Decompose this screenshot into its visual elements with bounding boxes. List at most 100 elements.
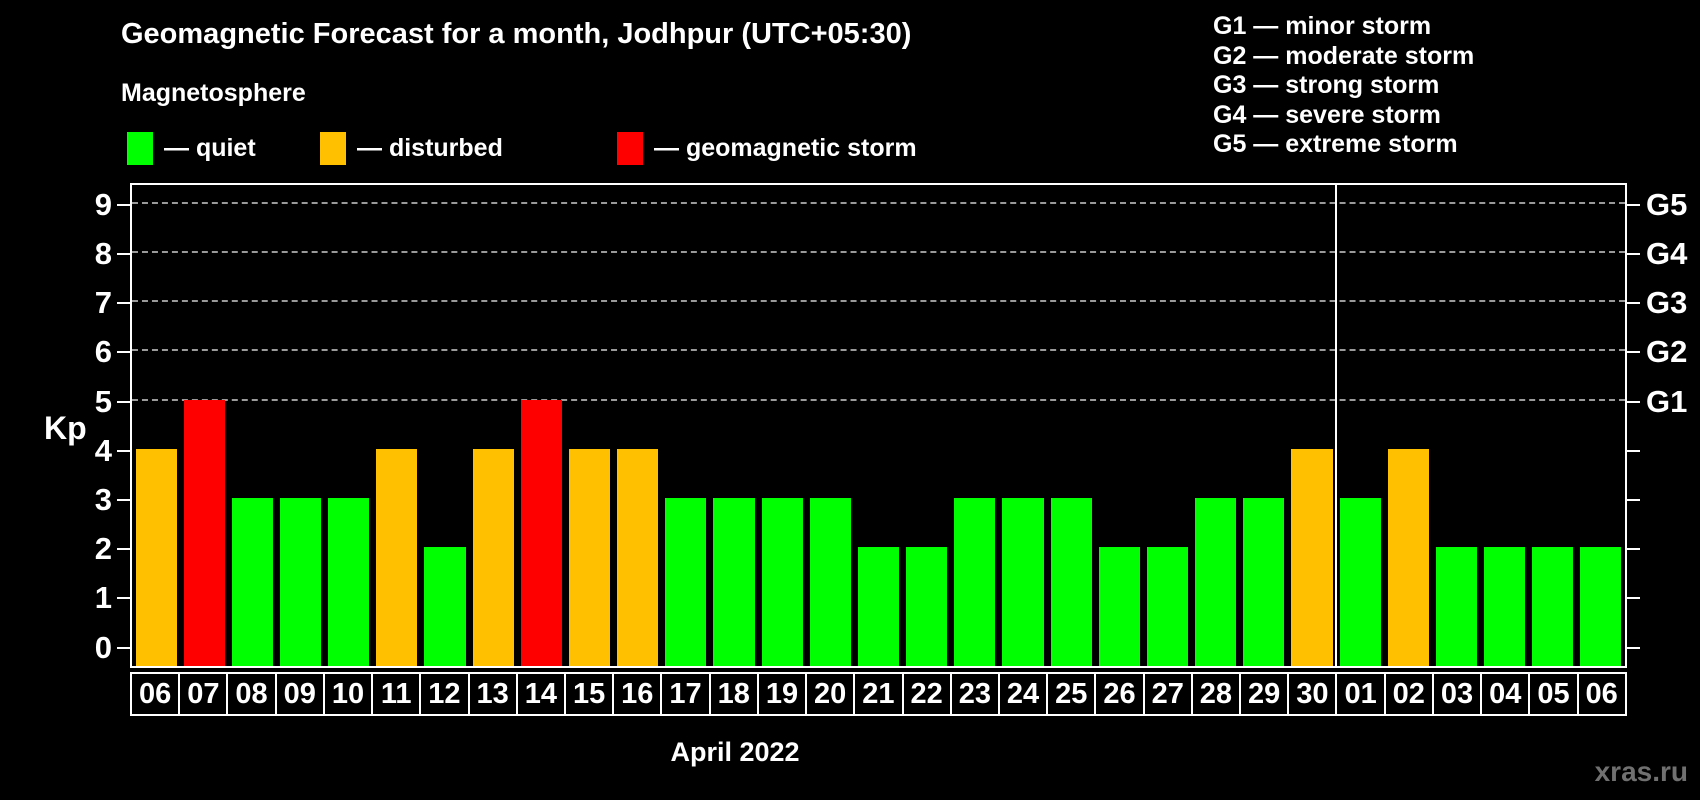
kp-bar-day-05-29 [1532, 547, 1574, 666]
right-tick-2 [1627, 548, 1640, 551]
x-day-cell-15-9: 15 [563, 672, 615, 716]
y-tick-label-1: 1 [94, 580, 112, 616]
right-tick-3 [1627, 499, 1640, 501]
kp-bar-day-10-4 [328, 498, 370, 666]
g-scale-legend: G1 — minor storm G2 — moderate storm G3 … [1213, 12, 1474, 160]
y-tick-label-7: 7 [94, 285, 112, 321]
kp-bar-day-24-18 [1002, 498, 1044, 666]
right-tick-7 [1627, 302, 1640, 305]
left-tick-6 [117, 351, 130, 354]
x-day-cell-28-22: 28 [1190, 672, 1242, 716]
g-legend-line-g3: G3 — strong storm [1213, 71, 1440, 99]
kp-bar-day-16-10 [617, 448, 659, 666]
y-tick-label-4: 4 [94, 432, 112, 468]
kp-bar-day-29-23 [1243, 498, 1285, 666]
x-day-cell-17-11: 17 [660, 672, 711, 716]
kp-bar-day-06-30 [1580, 547, 1622, 666]
kp-bar-day-26-20 [1098, 547, 1140, 666]
gridline-kp-8 [132, 251, 1625, 253]
kp-bar-day-23-17 [954, 498, 996, 666]
disturbed-color-swatch [320, 131, 346, 165]
gridline-kp-7 [132, 300, 1625, 303]
x-day-cell-04-28: 04 [1480, 672, 1531, 716]
x-day-cell-19-13: 19 [756, 672, 808, 716]
right-axis-g-labels: G1 G2 G3 G4 G5 [1646, 185, 1700, 666]
x-day-cell-11-5: 11 [371, 672, 422, 716]
left-tick-3 [117, 499, 130, 501]
x-day-cell-20-14: 20 [805, 672, 856, 716]
x-day-cell-08-2: 08 [226, 672, 277, 716]
kp-bar-day-28-22 [1195, 498, 1237, 666]
x-day-cell-14-8: 14 [515, 672, 566, 716]
y-tick-label-3: 3 [94, 482, 112, 517]
g-scale-label-g2: G2 [1646, 334, 1688, 370]
x-day-cell-23-17: 23 [949, 672, 1000, 716]
g-scale-label-g3: G3 [1646, 285, 1688, 321]
gridline-kp-6 [132, 349, 1625, 352]
y-tick-label-6: 6 [94, 334, 112, 370]
x-day-cell-05-29: 05 [1528, 672, 1579, 716]
right-axis-ticks [1627, 185, 1640, 666]
month-separator-line [1335, 185, 1338, 666]
y-tick-label-9: 9 [94, 186, 112, 222]
right-tick-4 [1627, 449, 1640, 452]
y-tick-label-5: 5 [94, 383, 112, 419]
left-tick-5 [117, 400, 130, 403]
storm-color-swatch [617, 131, 643, 165]
y-axis-title: Kp [44, 410, 87, 446]
kp-bar-day-06-0 [135, 448, 177, 666]
kp-bar-day-13-7 [472, 448, 514, 666]
kp-bar-day-03-27 [1435, 547, 1477, 666]
kp-bar-day-19-13 [761, 498, 803, 666]
kp-bar-day-04-28 [1484, 547, 1526, 666]
x-day-cell-21-15: 21 [853, 672, 904, 716]
legend-item-disturbed: — disturbed [320, 131, 503, 165]
kp-bar-day-30-24 [1291, 448, 1333, 666]
g-legend-line-g2: G2 — moderate storm [1213, 41, 1475, 70]
kp-bar-day-22-16 [906, 547, 948, 666]
x-day-cell-22-16: 22 [901, 672, 952, 716]
legend-label-quiet: — quiet [164, 133, 256, 162]
right-tick-0 [1627, 646, 1640, 649]
kp-bar-day-07-1 [183, 399, 225, 666]
x-day-cell-02-26: 02 [1383, 672, 1434, 716]
x-day-cell-03-27: 03 [1431, 672, 1483, 716]
kp-bar-day-02-26 [1387, 448, 1429, 666]
gridline-kp-5 [132, 398, 1625, 401]
right-tick-9 [1627, 203, 1640, 206]
watermark: xras.ru [1594, 756, 1688, 787]
left-axis-ticks [117, 185, 130, 666]
x-day-cell-24-18: 24 [997, 672, 1049, 716]
kp-bar-day-12-6 [424, 547, 466, 666]
gridline-kp-9 [132, 201, 1625, 204]
x-day-cell-06-0: 06 [130, 672, 181, 716]
x-day-cell-07-1: 07 [178, 672, 229, 716]
left-tick-0 [117, 646, 130, 649]
x-day-cell-13-7: 13 [467, 672, 518, 716]
g-scale-label-g1: G1 [1646, 383, 1688, 419]
legend-group-title: Magnetosphere [121, 79, 306, 107]
left-tick-4 [117, 449, 130, 452]
x-day-cell-26-20: 26 [1094, 672, 1145, 716]
kp-bar-day-01-25 [1339, 498, 1381, 666]
kp-bar-day-27-21 [1146, 547, 1189, 666]
kp-bar-day-15-9 [568, 448, 611, 666]
x-day-cell-25-19: 25 [1046, 672, 1097, 716]
g-legend-line-g1: G1 — minor storm [1213, 12, 1432, 40]
y-tick-label-8: 8 [94, 236, 112, 271]
plot-area [130, 183, 1627, 668]
left-tick-9 [117, 203, 130, 206]
legend-item-quiet: — quiet [127, 131, 256, 165]
left-tick-1 [117, 597, 130, 600]
y-tick-label-0: 0 [94, 629, 112, 665]
kp-bar-day-18-12 [713, 498, 755, 666]
x-day-cell-06-30: 06 [1576, 672, 1627, 716]
left-tick-8 [117, 253, 130, 255]
legend-item-storm: — geomagnetic storm [617, 131, 917, 165]
g-legend-line-g5: G5 — extreme storm [1213, 130, 1458, 158]
x-day-cell-27-21: 27 [1142, 672, 1193, 716]
x-day-cell-16-10: 16 [612, 672, 663, 716]
quiet-color-swatch [127, 131, 153, 165]
legend-label-storm: — geomagnetic storm [654, 133, 917, 162]
g-legend-line-g4: G4 — severe storm [1213, 100, 1441, 129]
